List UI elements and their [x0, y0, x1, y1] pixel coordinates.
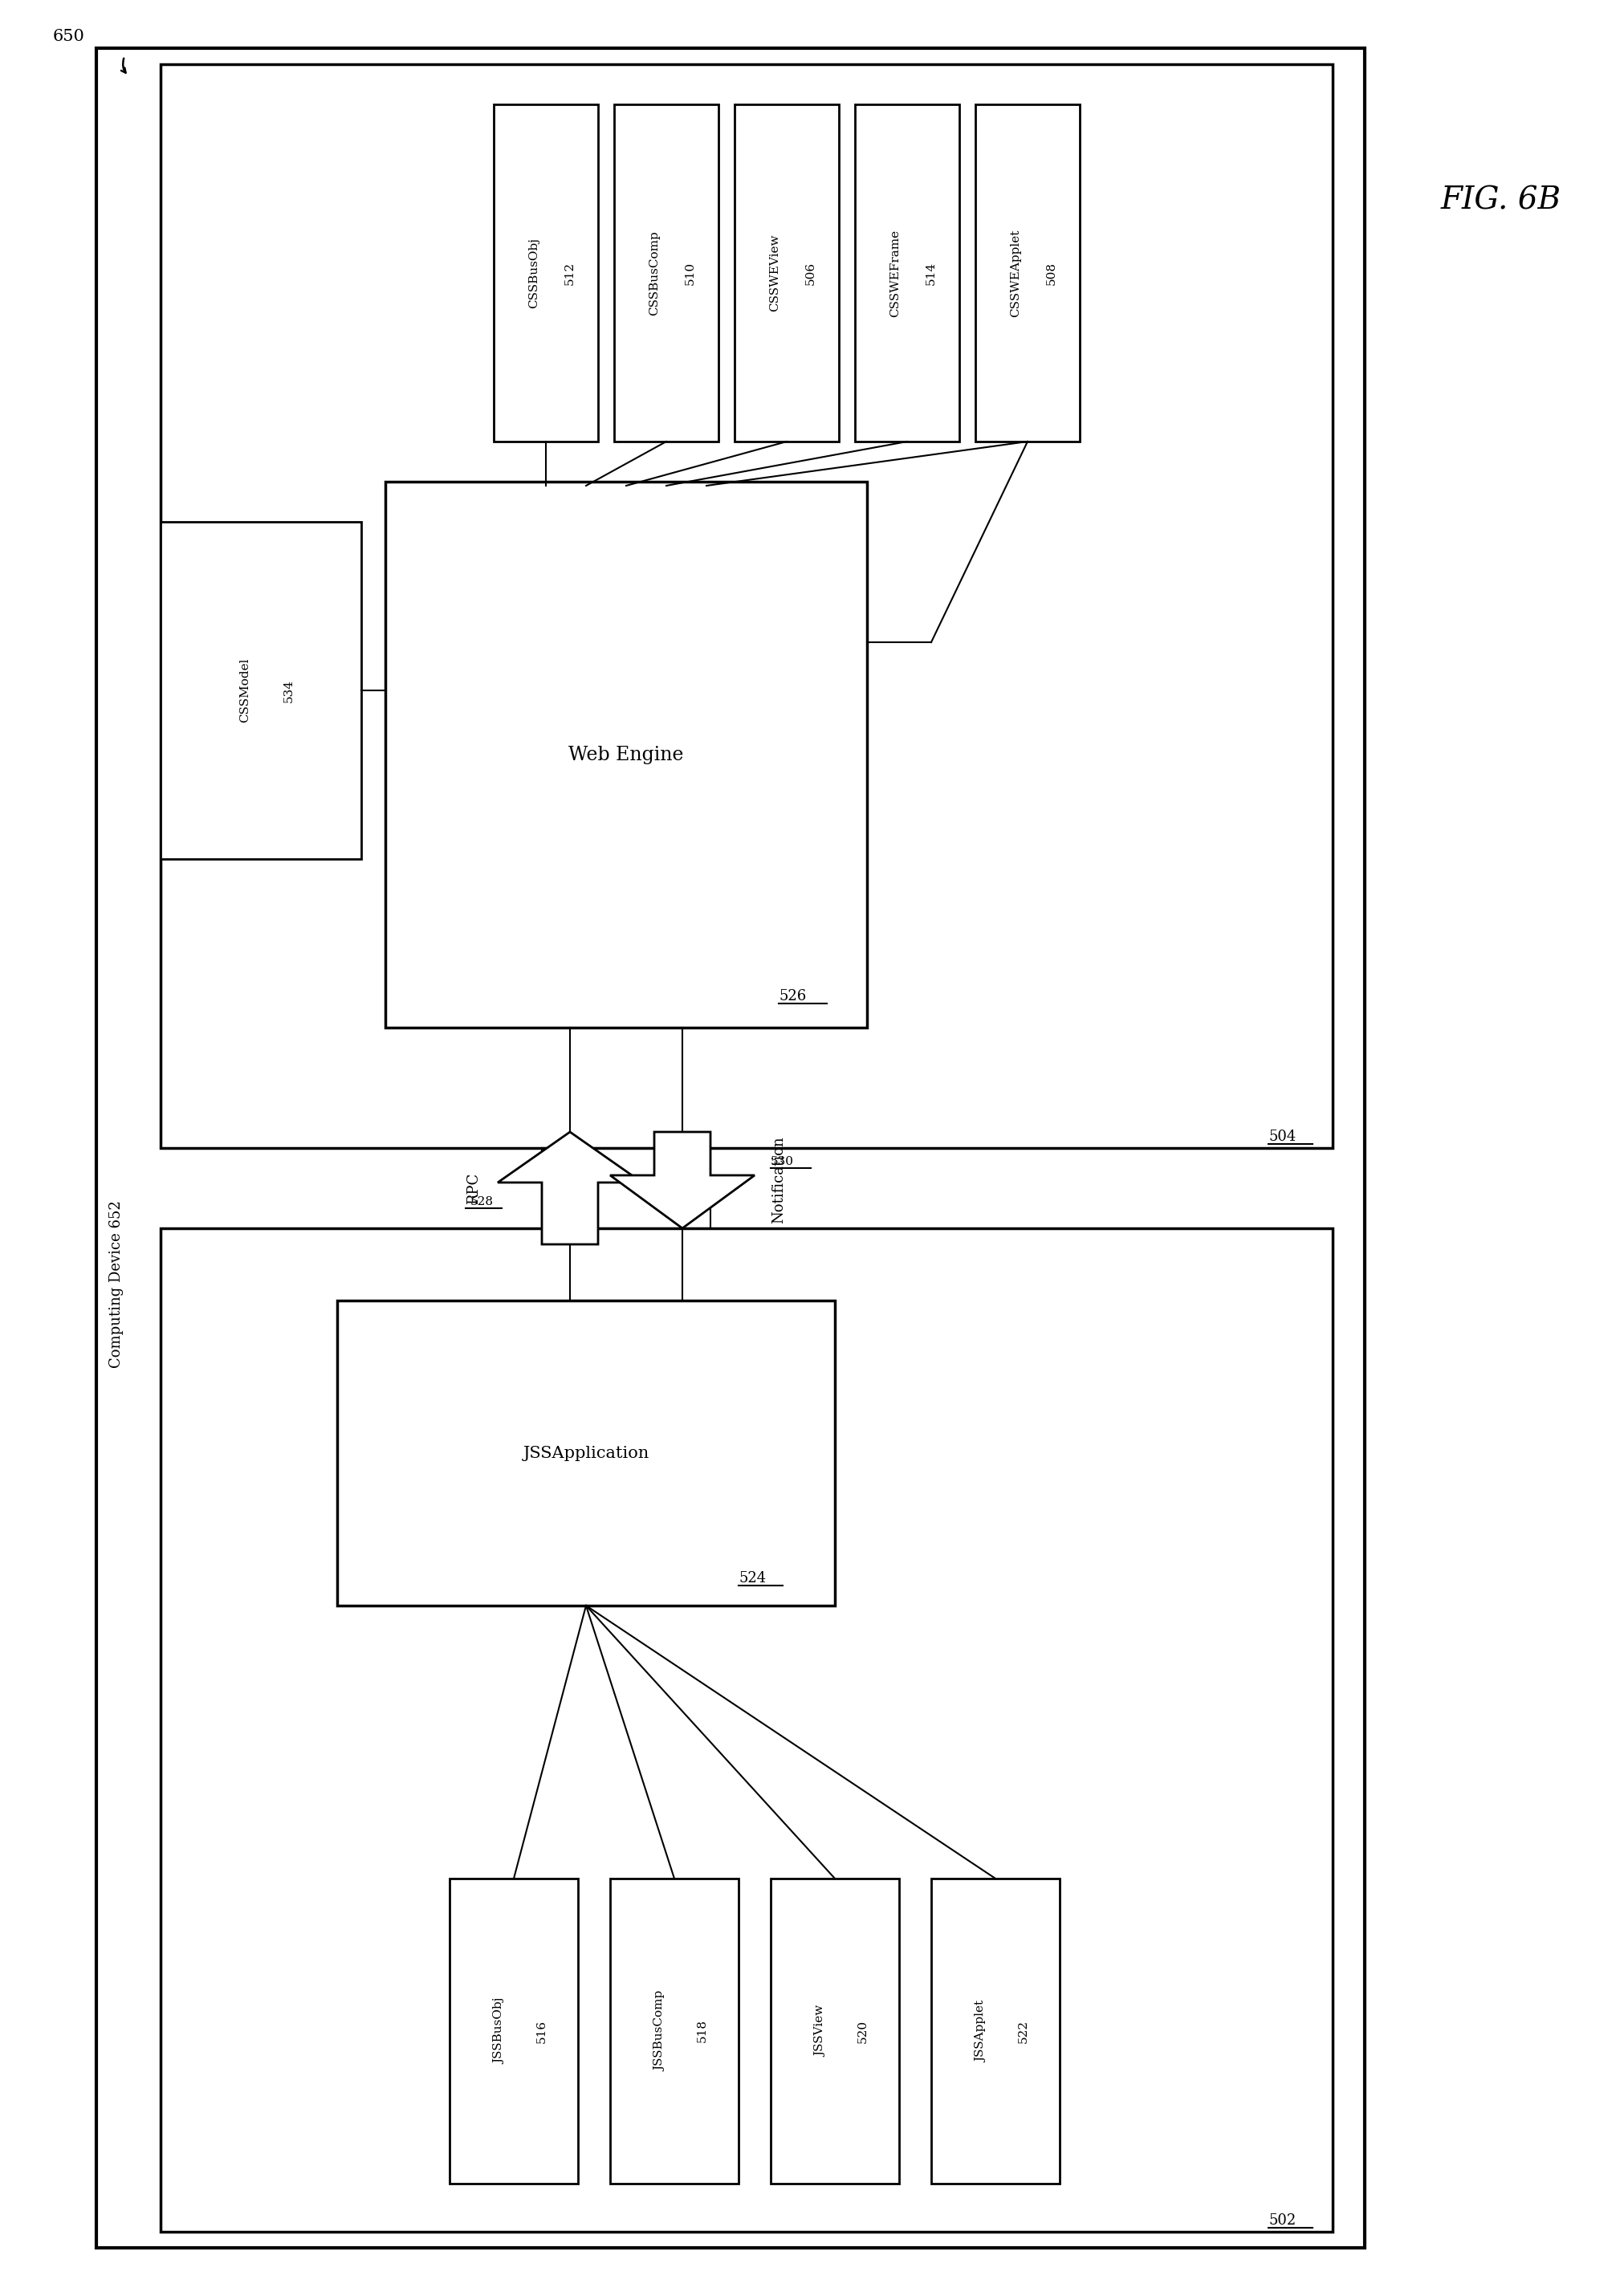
Text: CSSWEFrame: CSSWEFrame [889, 230, 901, 317]
Text: 516: 516 [536, 2020, 548, 2043]
Bar [160, 1228, 1333, 2232]
Text: Computing Device 652: Computing Device 652 [109, 1201, 123, 1368]
Bar [160, 64, 1333, 1148]
Text: Web Engine: Web Engine [569, 746, 684, 765]
Text: 518: 518 [697, 2020, 708, 2043]
Text: 524: 524 [739, 1570, 766, 1587]
Text: JSSApplet: JSSApplet [975, 2000, 987, 2062]
Bar [975, 103, 1081, 441]
Text: 514: 514 [925, 262, 936, 285]
Text: FIG. 6B: FIG. 6B [1440, 186, 1562, 216]
Text: CSSWEView: CSSWEView [769, 234, 781, 312]
Bar [734, 103, 839, 441]
Text: CSSWEApplet: CSSWEApplet [1009, 230, 1021, 317]
Text: JSSBusObj: JSSBusObj [494, 1998, 505, 2064]
Bar [337, 1300, 834, 1605]
Text: 650: 650 [52, 30, 84, 44]
Bar [931, 1878, 1059, 2183]
Bar [96, 48, 1364, 2248]
Bar [614, 103, 719, 441]
Text: 520: 520 [857, 2020, 868, 2043]
Bar [855, 103, 959, 441]
Text: 504: 504 [1268, 1130, 1296, 1143]
Text: 526: 526 [779, 990, 807, 1003]
Text: 502: 502 [1268, 2213, 1296, 2227]
Text: Notification: Notification [771, 1137, 786, 1224]
Text: 534: 534 [283, 680, 295, 703]
Text: 528: 528 [470, 1196, 494, 1208]
Bar [450, 1878, 578, 2183]
Bar [611, 1878, 739, 2183]
Bar [160, 521, 361, 859]
Text: 522: 522 [1017, 2020, 1029, 2043]
Text: JSSView: JSSView [815, 2004, 826, 2057]
Text: CSSBusComp: CSSBusComp [648, 230, 659, 315]
Polygon shape [611, 1132, 755, 1228]
Bar [771, 1878, 899, 2183]
Polygon shape [497, 1132, 642, 1244]
Text: 508: 508 [1047, 262, 1058, 285]
Bar [386, 482, 867, 1029]
Text: 510: 510 [685, 262, 697, 285]
Text: JSSBusComp: JSSBusComp [654, 1991, 666, 2071]
Text: CSSModel: CSSModel [240, 659, 251, 723]
Text: 512: 512 [564, 262, 575, 285]
Text: 530: 530 [771, 1155, 794, 1166]
Bar [494, 103, 598, 441]
Text: 506: 506 [805, 262, 816, 285]
Text: CSSBusObj: CSSBusObj [528, 236, 539, 308]
Text: RPC: RPC [467, 1173, 481, 1203]
Text: JSSApplication: JSSApplication [523, 1446, 650, 1460]
